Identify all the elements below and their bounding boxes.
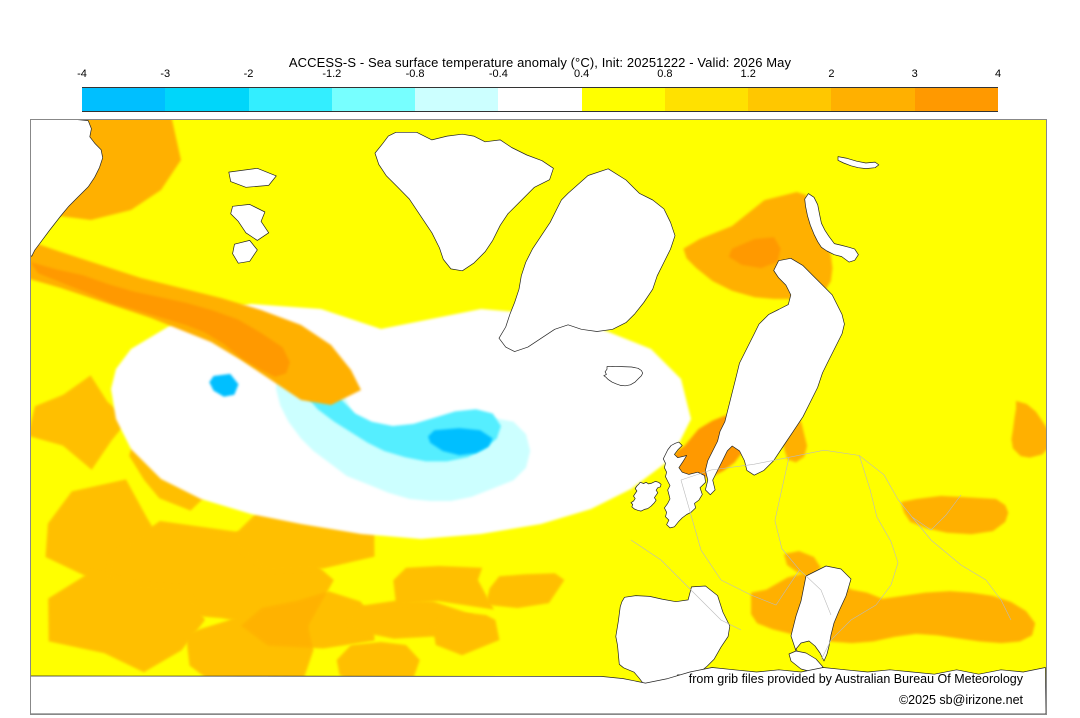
svg-text:©2025 sb@irizone.net: ©2025 sb@irizone.net bbox=[899, 693, 1024, 707]
svg-text:from grib files provided by Au: from grib files provided by Australian B… bbox=[689, 672, 1024, 686]
